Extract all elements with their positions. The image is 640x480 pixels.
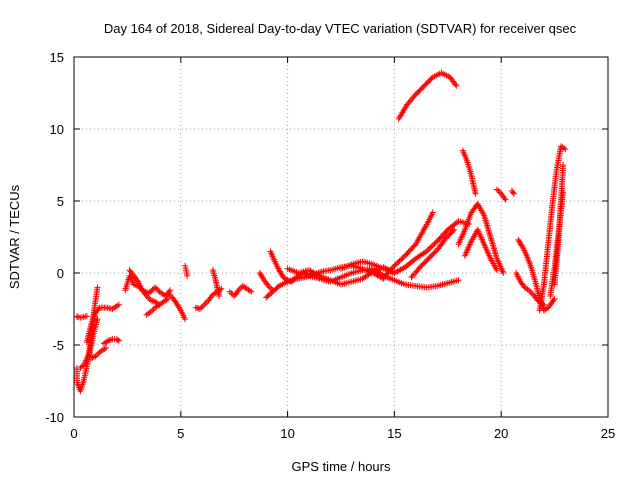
data-point-marker — [176, 306, 183, 312]
data-point-marker — [453, 82, 460, 89]
data-point-marker — [266, 284, 273, 291]
data-point-marker — [165, 290, 171, 297]
data-point-marker — [551, 295, 558, 302]
y-tick-label: -10 — [45, 410, 64, 425]
data-point-marker — [134, 277, 140, 284]
x-tick-label: 15 — [387, 426, 401, 441]
data-point-marker — [396, 257, 403, 264]
data-point-marker — [560, 162, 567, 168]
x-tick-label: 0 — [70, 426, 77, 441]
data-point-marker — [166, 291, 173, 298]
data-point-marker — [165, 295, 171, 302]
data-point-marker — [429, 209, 436, 216]
data-points — [74, 69, 569, 395]
data-point-marker — [452, 81, 459, 88]
data-point-marker — [265, 283, 272, 289]
chart-title: Day 164 of 2018, Sidereal Day-to-day VTE… — [104, 21, 577, 36]
y-tick-label: -5 — [52, 338, 64, 353]
data-point-marker — [526, 287, 532, 294]
data-point-marker — [115, 301, 122, 308]
x-tick-label: 20 — [494, 426, 508, 441]
y-tick-label: 10 — [50, 122, 64, 137]
data-point-marker — [216, 293, 223, 299]
data-point-marker — [163, 296, 170, 303]
data-point-marker — [400, 254, 407, 260]
data-point-marker — [202, 300, 209, 307]
data-point-marker — [92, 353, 99, 360]
data-point-marker — [182, 316, 189, 323]
data-point-marker — [236, 285, 243, 292]
data-point-marker — [455, 277, 462, 284]
x-tick-label: 10 — [280, 426, 294, 441]
data-point-marker — [472, 190, 479, 197]
data-point-marker — [149, 307, 156, 314]
data-point-marker — [562, 146, 569, 153]
y-tick-label: 5 — [57, 194, 64, 209]
tick-labels: 0 5 10 15 20 25 -10 -5 0 5 10 15 — [45, 50, 615, 441]
data-point-marker — [451, 226, 458, 233]
plot-area — [74, 57, 608, 417]
data-point-marker — [428, 243, 435, 250]
data-point-marker — [94, 316, 101, 323]
data-point-marker — [152, 284, 159, 291]
x-tick-label: 5 — [177, 426, 184, 441]
x-tick-label: 25 — [601, 426, 615, 441]
data-point-marker — [115, 337, 122, 344]
data-point-marker — [560, 145, 567, 152]
y-axis-label: SDTVAR / TECUs — [7, 184, 22, 289]
plot-frame — [73, 56, 609, 418]
data-point-marker — [77, 365, 84, 371]
data-point-marker — [509, 189, 516, 196]
data-point-marker — [197, 306, 203, 312]
data-point-marker — [248, 288, 255, 295]
data-point-marker — [184, 272, 191, 279]
x-axis-label: GPS time / hours — [292, 459, 391, 474]
data-point-marker — [493, 267, 500, 274]
data-point-marker — [502, 196, 509, 203]
y-tick-label: 0 — [57, 266, 64, 281]
data-point-marker — [500, 270, 507, 276]
data-point-marker — [450, 228, 456, 234]
data-point-marker — [246, 287, 253, 294]
data-point-marker — [114, 337, 121, 343]
data-point-marker — [83, 313, 90, 320]
y-tick-label: 15 — [50, 50, 64, 65]
data-point-marker — [199, 303, 206, 310]
data-point-marker — [94, 284, 101, 291]
data-point-marker — [103, 338, 110, 345]
data-point-marker — [511, 190, 517, 197]
data-point-marker — [103, 344, 109, 351]
